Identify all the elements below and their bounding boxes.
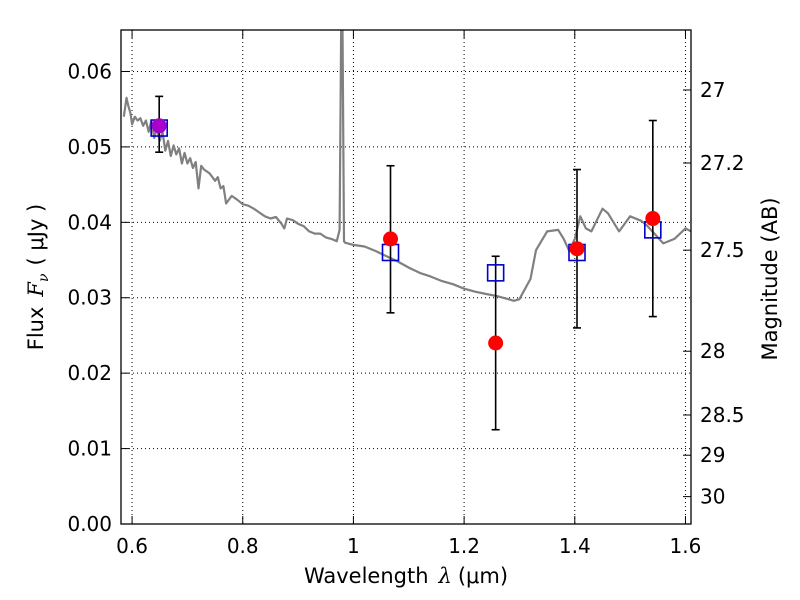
- y-tick-label: 0.02: [67, 361, 112, 385]
- model-square: [486, 264, 505, 282]
- observed-point: [383, 231, 399, 247]
- y-axis-label: FluxFν( μJy ): [24, 204, 52, 350]
- y-tick-label: 0.04: [67, 210, 112, 234]
- mag-tick-label: 28.5: [700, 403, 745, 427]
- tick-labels: 0.6 0.8 1 1.2 1.4 1.6 0.00 0.01 0.02 0.03 0.04 0.05…: [67, 59, 744, 558]
- x-tick-label: 1.4: [559, 534, 591, 558]
- x-tick-label: 0.8: [227, 534, 259, 558]
- plot-area: [121, 30, 691, 524]
- observed-point: [488, 335, 504, 351]
- y-tick-label: 0.01: [67, 437, 112, 461]
- tick-marks: [121, 30, 691, 525]
- spectrum-line: [122, 30, 691, 302]
- y-tick-label: 0.06: [67, 59, 112, 83]
- observed-point: [151, 118, 167, 134]
- plot-frame: [120, 29, 692, 525]
- y-tick-label: 0.03: [67, 286, 112, 310]
- spectrum-series: [122, 30, 691, 302]
- observed-point: [569, 241, 585, 257]
- y2-axis-label: Magnitude (AB): [758, 197, 782, 360]
- y-tick-label: 0.05: [67, 135, 112, 159]
- x-tick-label: 1.6: [670, 534, 702, 558]
- x-axis-label: Wavelength λ (μm): [304, 564, 508, 588]
- y-tick-label: 0.00: [67, 512, 112, 536]
- mag-tick-label: 27.5: [700, 238, 745, 262]
- observed-points: [151, 118, 661, 351]
- mag-tick-label: 27.2: [700, 151, 745, 175]
- mag-tick-label: 27: [700, 78, 725, 102]
- mag-tick-label: 28: [700, 339, 725, 363]
- x-axis-label-text: Wavelength: [304, 564, 429, 588]
- x-tick-label: 0.6: [116, 534, 148, 558]
- x-tick-label: 1: [347, 534, 360, 558]
- observed-point: [645, 211, 661, 227]
- x-tick-label: 1.2: [448, 534, 480, 558]
- mag-tick-label: 29: [700, 443, 725, 467]
- mag-tick-label: 30: [700, 485, 725, 509]
